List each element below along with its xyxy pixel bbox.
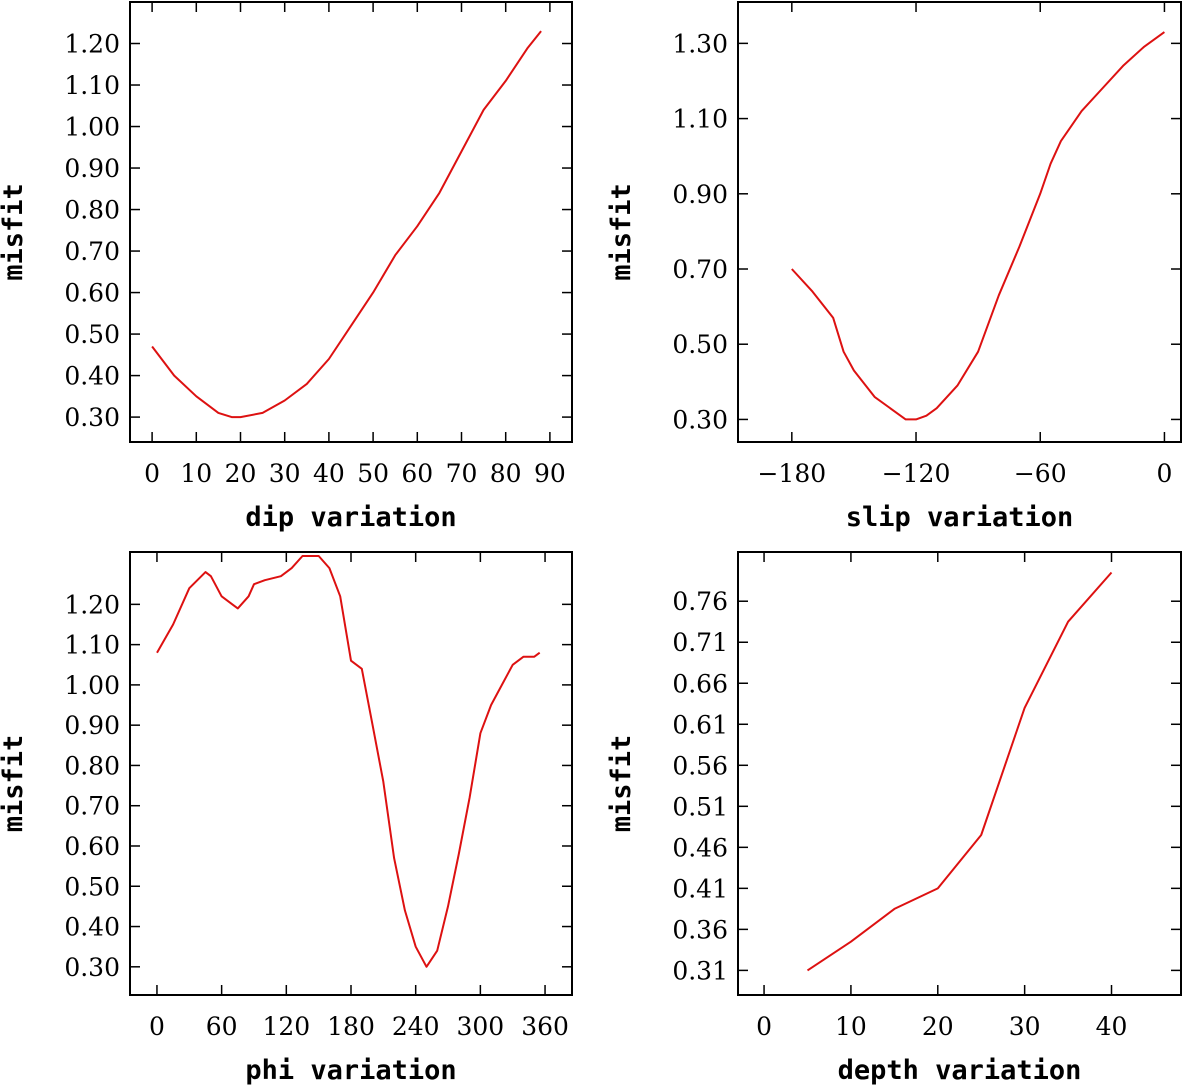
slip-y-tick-label: 1.10 [672,105,728,134]
dip-y-tick-label: 0.90 [64,154,120,183]
phi-y-tick-label: 0.60 [64,832,120,861]
dip-y-tick-label: 0.40 [64,362,120,391]
depth-x-tick-label: 20 [922,1012,954,1041]
depth-misfit-curve [806,571,1113,972]
dip-x-tick-label: 70 [446,459,478,488]
dip-y-tick-label: 1.10 [64,71,120,100]
dip-x-tick-label: 40 [313,459,345,488]
depth-x-tick-label: 0 [756,1012,772,1041]
dip-x-tick-label: 60 [401,459,433,488]
dip-misfit-curve [151,30,542,419]
depth-y-tick-label: 0.46 [672,833,728,862]
dip-x-tick-label: 50 [357,459,389,488]
slip-x-axis-title: slip variation [846,502,1074,533]
phi-y-axis-title: misfit [0,735,29,833]
depth-x-axis-title: depth variation [838,1055,1082,1086]
dip-variation-panel: 0 10 20 30 40 50 60 70 80 90 0.30 0.40 0.50 0.60 0.70 0… [0,1,573,533]
slip-plot-frame [737,1,1182,443]
dip-x-tick-label: 20 [225,459,257,488]
phi-x-tick-label: 240 [392,1012,440,1041]
phi-x-tick-label: 120 [262,1012,310,1041]
dip-y-tick-label: 0.50 [64,320,120,349]
slip-x-tick-label: 0 [1156,459,1172,488]
dip-y-tick-label: 0.80 [64,196,120,225]
dip-x-axis-title: dip variation [245,502,456,533]
phi-x-tick-label: 300 [457,1012,505,1041]
dip-y-tick-label: 0.30 [64,403,120,432]
dip-x-tick-label: 80 [490,459,522,488]
slip-y-tick-label: 0.70 [672,255,728,284]
phi-y-tick-label: 0.50 [64,872,120,901]
phi-variation-panel: 0 60 120 180 240 300 360 0.30 0.40 0.50 0.60 0.70 0.… [0,551,573,1086]
depth-y-tick-label: 0.76 [672,587,728,616]
phi-y-tick-label: 1.00 [64,671,120,700]
depth-y-axis-title: misfit [606,735,637,833]
phi-y-tick-label: 1.10 [64,631,120,660]
dip-x-tick-label: 10 [180,459,212,488]
depth-y-tick-label: 0.61 [672,710,728,739]
phi-y-tick-label: 0.40 [64,913,120,942]
dip-plot-frame [129,1,573,443]
depth-y-tick-label: 0.56 [672,751,728,780]
depth-y-tick-label: 0.41 [672,874,728,903]
depth-y-tick-label: 0.71 [672,628,728,657]
phi-misfit-curve [156,555,541,968]
depth-y-tick-label: 0.36 [672,915,728,944]
slip-y-axis-title: misfit [606,183,637,281]
phi-x-tick-label: 60 [206,1012,238,1041]
phi-x-tick-label: 180 [327,1012,375,1041]
slip-y-tick-label: 0.90 [672,180,728,209]
slip-x-tick-label: −180 [757,459,826,488]
dip-y-tick-label: 0.60 [64,279,120,308]
slip-x-tick-label: −60 [1014,459,1067,488]
phi-y-tick-label: 0.80 [64,751,120,780]
dip-y-axis-title: misfit [0,183,29,281]
depth-y-tick-label: 0.66 [672,669,728,698]
phi-y-tick-label: 0.30 [64,953,120,982]
phi-x-tick-label: 360 [521,1012,569,1041]
slip-x-tick-label: −120 [882,459,951,488]
slip-variation-panel: −180 −120 −60 0 0.30 0.50 0.70 0.90 1.10 1.30 slip… [606,1,1182,533]
dip-x-tick-label: 30 [269,459,301,488]
depth-y-tick-label: 0.51 [672,792,728,821]
slip-y-tick-label: 0.50 [672,330,728,359]
slip-y-tick-label: 1.30 [672,29,728,58]
slip-misfit-curve [791,31,1165,421]
depth-x-tick-label: 10 [835,1012,867,1041]
phi-plot-frame [129,551,573,996]
dip-y-tick-label: 0.70 [64,237,120,266]
depth-plot-frame [737,551,1182,996]
slip-y-tick-label: 0.30 [672,405,728,434]
depth-variation-panel: 0 10 20 30 40 0.31 0.36 0.41 0.46 0.51 0.56 0.61 0.6… [606,551,1182,1086]
dip-x-tick-label: 0 [144,459,160,488]
depth-x-tick-label: 30 [1009,1012,1041,1041]
depth-y-tick-label: 0.31 [672,956,728,985]
phi-x-tick-label: 0 [149,1012,165,1041]
dip-x-tick-label: 90 [534,459,566,488]
phi-x-axis-title: phi variation [245,1055,456,1086]
phi-y-tick-label: 0.90 [64,711,120,740]
phi-y-tick-label: 1.20 [64,590,120,619]
phi-y-tick-label: 0.70 [64,792,120,821]
depth-x-tick-label: 40 [1096,1012,1128,1041]
dip-y-tick-label: 1.20 [64,30,120,59]
dip-y-tick-label: 1.00 [64,113,120,142]
